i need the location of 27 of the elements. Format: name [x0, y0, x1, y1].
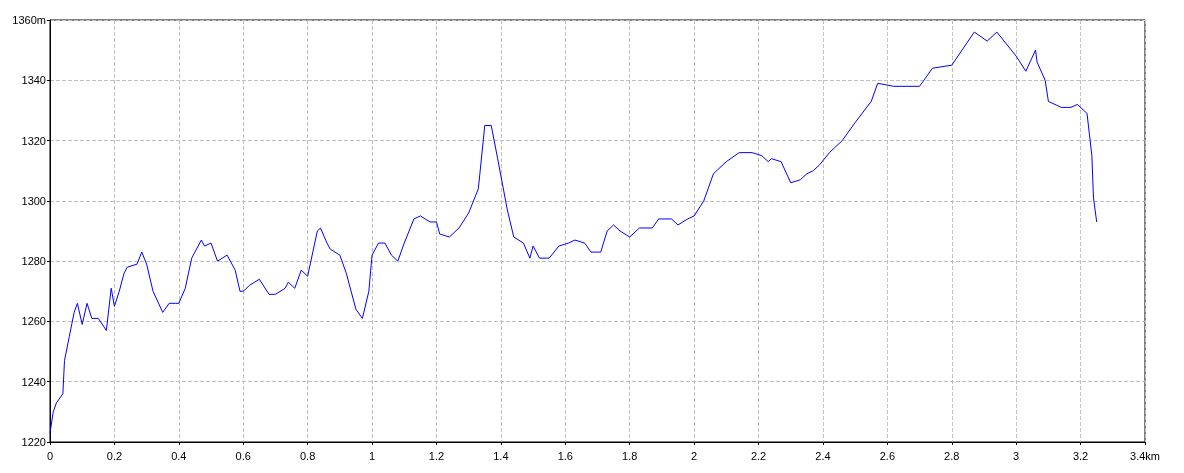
y-tick-label: 1300 [21, 194, 46, 207]
x-tick-label: 1.6 [557, 449, 573, 462]
x-tick-label: 1 [369, 449, 376, 462]
x-tick-label: 2.4 [815, 449, 831, 462]
y-tick-label: 1360m [12, 14, 46, 26]
x-tick-label: 3.4km [1130, 449, 1160, 462]
line-series [49, 31, 1098, 434]
y-tick-label: 1320 [21, 134, 46, 147]
y-tick-label: 1240 [21, 375, 46, 388]
x-tick-label: 0.8 [300, 449, 316, 462]
x-tick-label: 0.6 [235, 449, 251, 462]
x-tick-label: 0 [46, 449, 54, 462]
x-tick-label: 2.6 [879, 449, 895, 462]
x-tick-label: 3.2 [1072, 449, 1089, 462]
x-tick-label: 1.8 [622, 449, 638, 462]
y-tick-label: 1220 [21, 436, 46, 448]
x-tick-label: 2 [691, 449, 698, 462]
x-tick-label: 0.4 [171, 449, 187, 462]
x-tick-label: 2.2 [750, 449, 767, 462]
y-tick-label: 1280 [21, 255, 46, 268]
x-tick-label: 1.4 [493, 449, 509, 462]
x-tick-label: 1.2 [428, 449, 445, 462]
x-tick-label: 0.2 [106, 449, 123, 462]
y-tick-label: 1260 [21, 315, 46, 328]
x-tick-label: 3 [1013, 449, 1020, 462]
x-tick-label: 2.8 [944, 449, 960, 462]
y-tick-label: 1340 [21, 74, 46, 87]
